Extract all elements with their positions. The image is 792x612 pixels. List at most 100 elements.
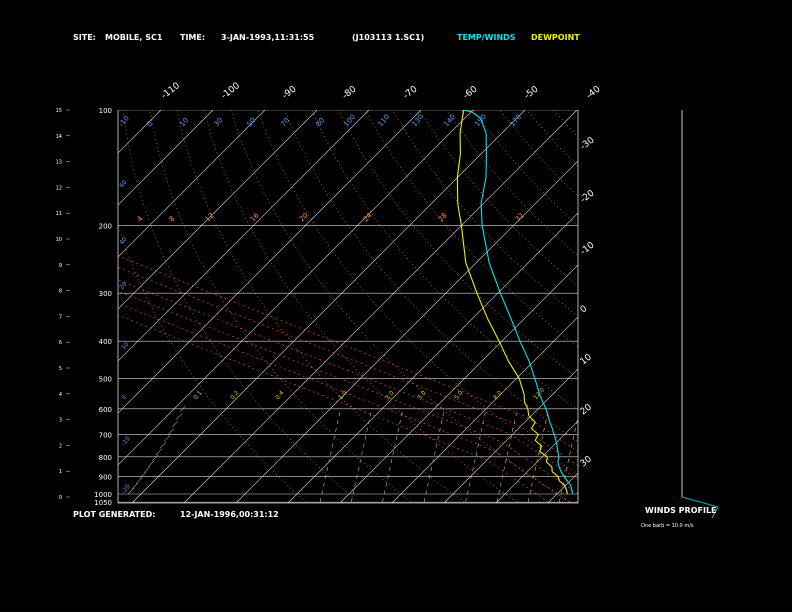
pressure-tick-label: 800: [99, 454, 112, 462]
right-temp-label: -20: [579, 188, 597, 205]
pressure-tick-label: 100: [99, 107, 112, 115]
moist-adiabat-label: 4: [136, 214, 145, 223]
height-tick-label: 8: [59, 289, 62, 295]
temperature-line: [462, 110, 574, 495]
isotherm-line: [287, 212, 578, 503]
mixing-ratio-label: 8.0: [492, 389, 504, 401]
dry-adiabat-label: 70: [279, 116, 291, 128]
dry-adiabat-line: [526, 110, 578, 167]
right-temp-label: 20: [579, 402, 594, 417]
wind-barb-mark: [179, 405, 187, 412]
dewpoint-line: [456, 110, 568, 495]
dry-adiabat-label: 80: [314, 116, 326, 128]
moist-adiabat-label: 12: [204, 211, 216, 223]
dry-adiabat-line: [688, 110, 792, 502]
moist-adiabat-label: 32: [514, 211, 526, 223]
pressure-tick-label: 900: [99, 473, 112, 481]
isotherm-line: [118, 110, 266, 258]
pressure-tick-label: 200: [99, 223, 112, 231]
mixing-ratio-line: [590, 409, 611, 502]
dry-adiabat-line: [608, 110, 792, 502]
dry-adiabat-line: [742, 110, 792, 502]
height-tick-label: 11: [56, 211, 62, 217]
height-tick-label: 13: [56, 160, 62, 166]
file-id: (J103113 1.SC1): [352, 33, 425, 42]
mixing-ratio-line: [350, 408, 373, 503]
right-temp-label: -30: [579, 135, 597, 152]
moist-adiabat-label: 24: [362, 211, 374, 223]
site-label: SITE:: [73, 33, 96, 42]
pressure-tick-label: 600: [99, 406, 112, 414]
dry-adiabat-line: [391, 110, 578, 317]
dry-adiabat-line: [499, 110, 578, 197]
barb-scale-note: One barb = 10.0 m/s: [641, 523, 694, 529]
pressure-tick-label: 300: [99, 290, 112, 298]
height-tick-label: 3: [59, 418, 62, 424]
top-temp-label: -100: [220, 81, 242, 102]
top-temp-label: -70: [402, 84, 420, 101]
height-tick-label: 14: [56, 134, 62, 140]
dry-adiabat-line: [635, 110, 792, 502]
legend-dewpoint: DEWPOINT: [531, 33, 580, 42]
wind-barb-mark: [143, 466, 151, 473]
right-temp-label: 30: [579, 454, 594, 469]
height-tick-label: 12: [56, 185, 62, 191]
isotherm-line: [118, 110, 422, 414]
pressure-tick-label: 1000: [94, 491, 112, 499]
moist-adiabat-line: [118, 290, 578, 495]
wind-barb-mark: [139, 472, 147, 479]
isotherm-line: [235, 160, 578, 503]
edge-isotherm-label: 60: [118, 179, 128, 189]
isotherm-line: [652, 110, 792, 503]
dry-adiabat-line: [553, 110, 578, 138]
moist-adiabat-label: 8: [168, 215, 177, 224]
dry-adiabat-line: [365, 110, 578, 348]
dry-adiabat-line: [230, 110, 570, 503]
wind-barb-mark: [155, 448, 163, 455]
dry-adiabat-label: 110: [376, 113, 391, 128]
wind-barb-sample: [681, 496, 719, 508]
dry-adiabat-line: [311, 110, 578, 410]
wind-barb-mark: [135, 477, 143, 484]
isotherm-line: [600, 110, 792, 503]
top-temp-label: -40: [585, 84, 603, 101]
dry-adiabat-line: [661, 110, 792, 502]
right-temp-label: 0: [579, 304, 590, 316]
wind-barb-mark: [159, 442, 167, 449]
mixing-ratio-label: 1.0: [337, 389, 349, 401]
dry-adiabat-line: [445, 110, 578, 257]
dry-adiabat-line: [118, 223, 307, 503]
top-temp-label: -90: [281, 84, 299, 101]
isotherm-line: [118, 110, 318, 310]
isotherm-line: [339, 264, 578, 503]
isotherm-line: [118, 110, 474, 466]
mixing-ratio-label: 0.4: [274, 389, 286, 401]
edge-isotherm-label: 40: [118, 236, 128, 246]
moist-adiabat-line: [118, 314, 550, 503]
isotherm-line: [0, 110, 57, 503]
height-tick-label: 7: [59, 314, 62, 320]
moist-adiabat-line: [118, 255, 578, 452]
height-tick-label: 2: [59, 443, 62, 449]
dry-adiabat-line: [176, 110, 465, 503]
edge-isotherm-label: 10: [120, 341, 130, 351]
dry-adiabat-label: 10: [178, 116, 190, 128]
isotherm-line: [118, 110, 214, 206]
plot-generated-label: PLOT GENERATED:: [73, 510, 156, 519]
dry-adiabat-line: [284, 110, 578, 443]
time-value: 3-JAN-1993,11:31:55: [221, 33, 315, 42]
isotherm-line: [183, 110, 578, 503]
top-temp-label: -60: [462, 84, 480, 101]
wind-barb-mark: [167, 428, 175, 435]
height-tick-label: 15: [56, 108, 62, 114]
moist-adiabat-label: 28: [437, 211, 449, 223]
moist-adiabat-label: 16: [249, 211, 261, 223]
height-tick-label: 1: [59, 469, 62, 475]
dry-adiabat-label: 0: [145, 120, 154, 129]
isotherm-line: [756, 110, 792, 503]
top-temp-label: -110: [160, 81, 182, 102]
pressure-tick-label: 1050: [94, 499, 112, 507]
dry-adiabat-line: [338, 110, 578, 379]
top-temp-label: -80: [341, 84, 359, 101]
